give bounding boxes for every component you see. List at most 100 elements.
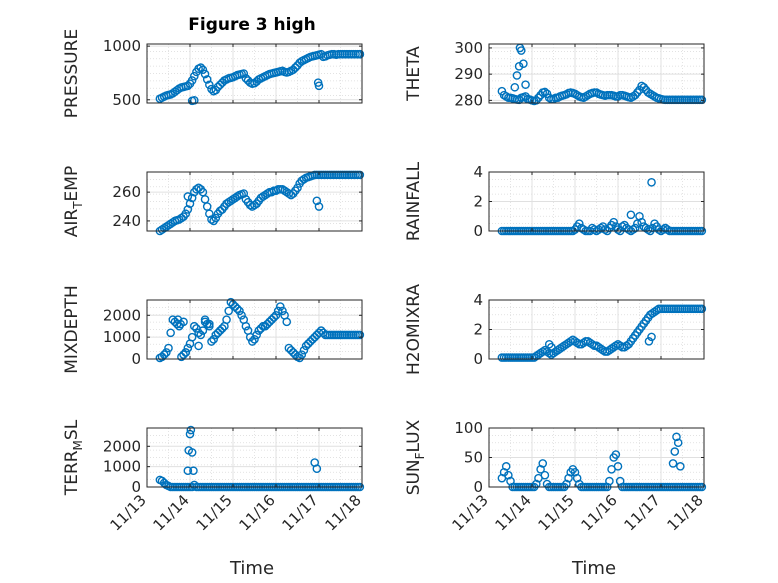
data-point (273, 306, 283, 316)
data-point (501, 462, 511, 471)
data-point (269, 313, 279, 322)
y-axis-label: MIXDEPTH (62, 285, 82, 374)
subplot-air-temp: 240 260 AIRTEMP (62, 166, 365, 237)
data-point (200, 69, 210, 79)
data-point (673, 438, 683, 448)
y-axis-label: PRESSURE (62, 29, 82, 118)
y-axis-label-tail: LUX (404, 419, 424, 452)
data-point (207, 337, 216, 346)
x-axis-label-right: Time (571, 558, 616, 579)
y-axis-label-tail: EMP (62, 166, 82, 202)
data-point (355, 49, 365, 59)
data-point (670, 447, 680, 456)
data-point (181, 348, 190, 357)
data-point (256, 324, 266, 333)
y-tick-label: 500 (112, 91, 141, 109)
data-point (306, 337, 315, 346)
x-tick-label: 11/13 (449, 491, 492, 534)
y-axis-label: RAINFALL (404, 161, 424, 241)
data-point (540, 87, 550, 97)
data-point (697, 304, 707, 314)
data-point (173, 315, 183, 324)
data-point (187, 448, 197, 457)
data-point (672, 432, 681, 442)
data-point (215, 326, 225, 335)
data-point (207, 215, 216, 224)
data-point (186, 425, 196, 435)
data-point (239, 189, 249, 198)
data-point (668, 459, 678, 468)
data-point (512, 71, 522, 80)
data-point (222, 315, 231, 324)
data-point (540, 470, 550, 480)
data-point (301, 341, 311, 351)
data-point (224, 306, 233, 316)
y-tick-label: 1000 (103, 37, 141, 55)
data-point (168, 315, 178, 324)
y-tick-label: 4 (473, 291, 483, 309)
data-point (177, 213, 186, 223)
data-point (198, 65, 208, 75)
y-axis-label-tail: SL (62, 419, 82, 440)
y-tick-label: 1000 (103, 458, 141, 476)
data-point (265, 317, 274, 327)
data-point (282, 317, 292, 327)
data-point (189, 321, 199, 331)
data-points (155, 49, 365, 106)
data-point (521, 80, 530, 89)
data-point (314, 202, 324, 211)
data-point (299, 345, 309, 355)
data-point (286, 345, 296, 355)
data-point (179, 350, 188, 359)
x-tick-label: 11/16 (236, 491, 279, 534)
data-point (189, 466, 198, 476)
data-point (166, 328, 175, 338)
data-point (572, 338, 582, 348)
subplot-theta: 280 290 300 THETA (404, 39, 707, 109)
data-points (155, 297, 365, 363)
y-tick-label: 290 (454, 65, 483, 83)
plot-area (147, 428, 362, 487)
subplot-pressure: 500 1000 PRESSURE (62, 29, 365, 118)
data-point (183, 81, 193, 91)
x-tick-label: 11/15 (535, 491, 578, 534)
y-tick-label: 0 (473, 478, 483, 496)
data-point (241, 74, 251, 83)
y-tick-label: 2 (473, 193, 483, 211)
data-point (544, 339, 554, 349)
data-point (615, 341, 625, 351)
y-axis-label: AIRTEMP (62, 166, 85, 237)
data-point (514, 61, 524, 71)
data-point (179, 317, 188, 327)
data-point (159, 350, 169, 359)
y-tick-label: 240 (112, 212, 141, 230)
data-point (217, 324, 227, 333)
data-point (575, 219, 584, 228)
y-axis-label-text: AIR (62, 209, 82, 238)
y-tick-label: 1000 (103, 328, 141, 346)
axes-box (488, 43, 705, 104)
data-point (164, 343, 173, 353)
subplot-h2omixra: 0 2 4 H2OMIXRA (404, 284, 707, 375)
y-axis-label: TERRMSL (62, 419, 85, 496)
data-point (316, 326, 326, 335)
axes-box (146, 171, 363, 232)
data-point (622, 341, 631, 351)
data-point (226, 297, 236, 307)
data-point (194, 341, 203, 351)
data-point (187, 76, 197, 85)
y-axis-label-text: SUN (404, 459, 424, 495)
data-point (519, 59, 528, 68)
data-point (271, 310, 281, 320)
subplot-rainfall: 0 2 4 RAINFALL (404, 161, 707, 241)
data-point (183, 192, 193, 201)
axes-box (146, 427, 363, 488)
y-axis-label: H2OMIXRA (404, 284, 424, 375)
data-point (303, 339, 313, 349)
data-point (643, 225, 653, 234)
y-axis-label: SUNFLUX (404, 419, 427, 495)
data-point (194, 328, 203, 338)
data-point (252, 330, 261, 340)
data-point (205, 80, 214, 90)
